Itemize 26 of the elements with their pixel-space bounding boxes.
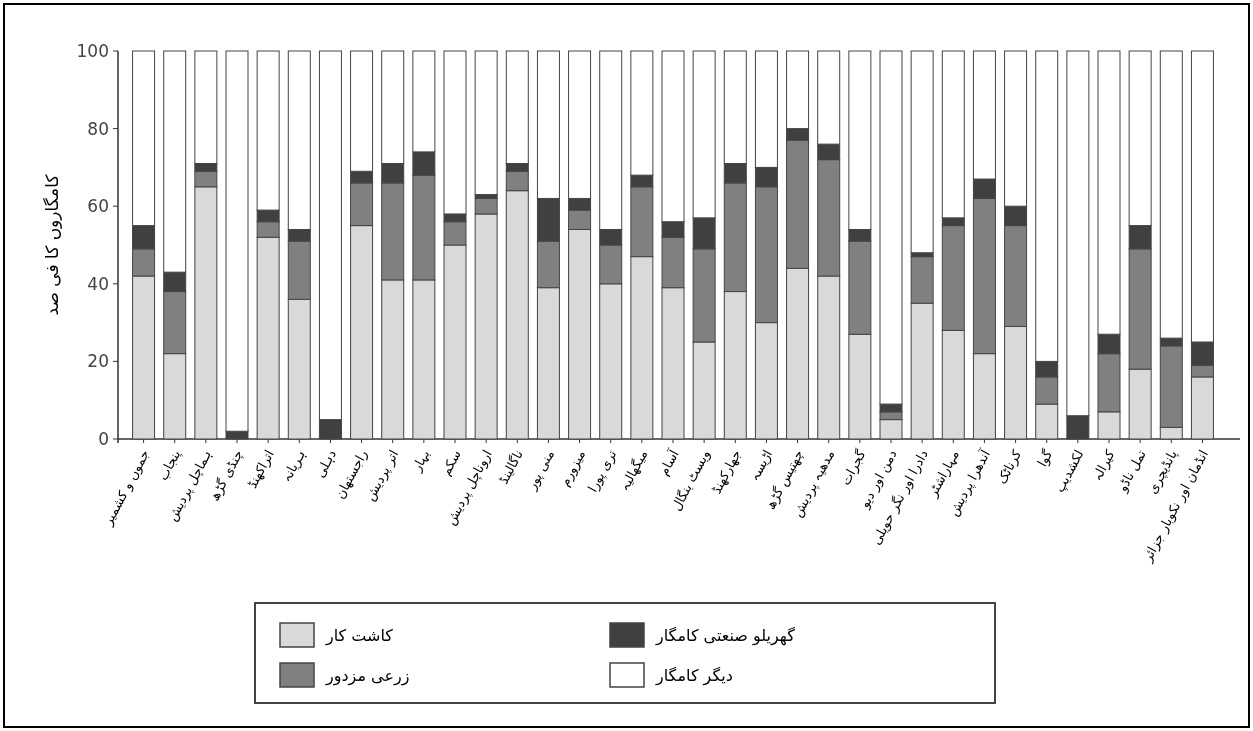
- x-tick-label: سکم: [437, 447, 465, 479]
- y-tick-label: 100: [76, 41, 109, 61]
- x-tick-label: گجرات: [837, 446, 870, 489]
- bar: [910, 50, 934, 254]
- x-tick-label: اتراکھنڈ: [244, 447, 278, 492]
- x-tick-label: کرناٹک: [993, 446, 1026, 487]
- x-tick-label: جموں و کشمیر: [99, 447, 154, 529]
- legend-label: زرعی مزدور: [325, 666, 410, 686]
- x-tick-label: پنجاب: [155, 447, 184, 483]
- x-tick-label: ہریانہ: [278, 447, 309, 486]
- y-tick-label: 0: [98, 429, 109, 449]
- y-axis-title: کامگاروں کا فی صد: [42, 173, 62, 316]
- y-tick-label: 60: [87, 196, 109, 217]
- x-tick-label: اڑیسہ: [746, 447, 776, 485]
- y-tick-label: 20: [87, 351, 109, 372]
- x-tick-label: بہار: [408, 447, 434, 476]
- bar: [474, 50, 498, 196]
- legend-label: گھریلو صنعتی کامگار: [655, 626, 796, 646]
- x-tick-label: منی پور: [523, 447, 558, 494]
- legend-label: دیگر کامگار: [655, 666, 733, 686]
- y-tick-label: 80: [87, 118, 109, 139]
- x-tick-label: ناگالینڈ: [495, 447, 526, 487]
- y-tick-label: 40: [87, 273, 109, 294]
- x-tick-label: آسام: [655, 445, 683, 478]
- legend-label: کاشت کار: [325, 626, 394, 646]
- x-tick-label: دہلی: [312, 447, 340, 480]
